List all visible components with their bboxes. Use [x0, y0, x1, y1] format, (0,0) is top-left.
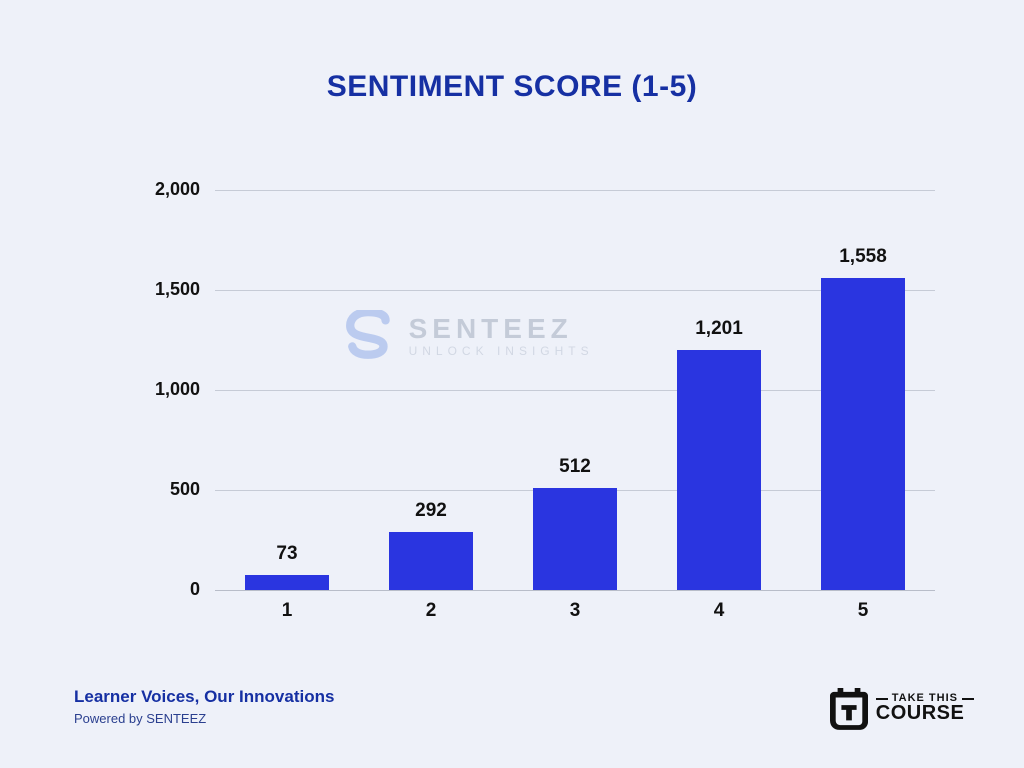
bar-value-label: 73: [215, 543, 359, 565]
x-tick-label: 4: [647, 600, 791, 622]
gridline: [215, 190, 935, 191]
footer-brand: TAKE THIS COURSE: [830, 686, 974, 730]
footer-tagline: Learner Voices, Our Innovations: [74, 687, 334, 707]
watermark: SENTEEZ UNLOCK INSIGHTS: [345, 310, 594, 362]
bar: [245, 575, 329, 590]
bar-value-label: 1,558: [791, 246, 935, 268]
watermark-sub: UNLOCK INSIGHTS: [409, 345, 594, 358]
bar: [677, 350, 761, 590]
footer-powered-by: Powered by SENTEEZ: [74, 711, 334, 726]
x-tick-label: 2: [359, 600, 503, 622]
bar: [821, 278, 905, 590]
y-tick-label: 1,000: [120, 379, 200, 400]
y-tick-label: 1,500: [120, 279, 200, 300]
x-tick-label: 5: [791, 600, 935, 622]
bar: [533, 488, 617, 590]
bar-value-label: 512: [503, 456, 647, 478]
y-tick-label: 2,000: [120, 179, 200, 200]
bar-value-label: 292: [359, 500, 503, 522]
x-tick-label: 3: [503, 600, 647, 622]
watermark-main: SENTEEZ: [409, 314, 594, 345]
footer-left: Learner Voices, Our Innovations Powered …: [74, 687, 334, 726]
brand-bottom-text: COURSE: [876, 704, 974, 723]
dash-icon: [962, 698, 974, 700]
y-tick-label: 500: [120, 479, 200, 500]
y-tick-label: 0: [120, 579, 200, 600]
x-tick-label: 1: [215, 600, 359, 622]
gridline: [215, 590, 935, 591]
dash-icon: [876, 698, 888, 700]
chart-canvas: SENTIMENT SCORE (1-5) SENTEEZ UNLOCK INS…: [0, 0, 1024, 768]
bar: [389, 532, 473, 590]
senteez-logo-icon: [345, 310, 397, 362]
chart-title: SENTIMENT SCORE (1-5): [0, 70, 1024, 104]
bar-value-label: 1,201: [647, 318, 791, 340]
plot-area: SENTEEZ UNLOCK INSIGHTS 05001,0001,5002,…: [215, 190, 935, 590]
take-this-course-icon: [830, 686, 868, 730]
